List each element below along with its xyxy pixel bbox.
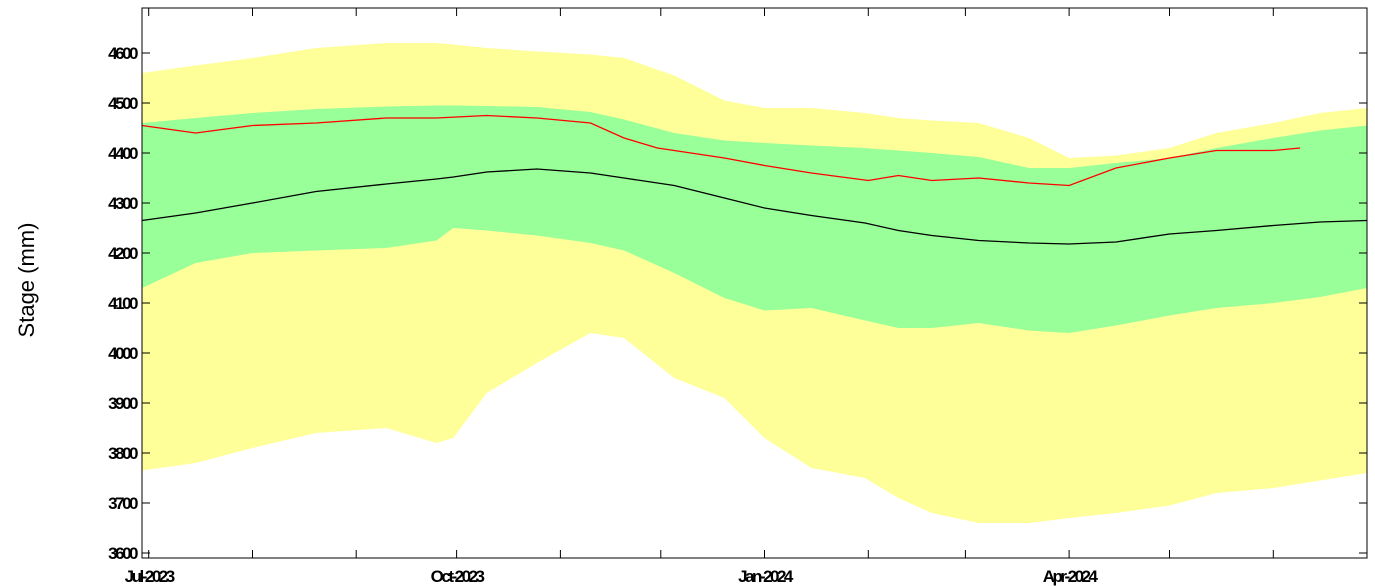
- y-tick-label: 4300: [108, 194, 138, 213]
- x-tick-label: Apr-2024: [1043, 567, 1099, 586]
- y-tick-label: 3800: [108, 444, 138, 463]
- y-tick-label: 3600: [108, 544, 138, 563]
- y-tick-label: 3700: [108, 494, 138, 513]
- plot-frame: [141, 7, 1368, 559]
- y-tick-label: 4000: [108, 344, 138, 363]
- x-axis: Jul-2023 Oct-2023 Jan-2024 Apr-2024: [125, 8, 1274, 586]
- percentile-bands: [142, 43, 1367, 523]
- y-tick-label: 4100: [108, 294, 138, 313]
- y-tick-label: 4400: [108, 144, 138, 163]
- y-tick-label: 4500: [108, 94, 138, 113]
- median-line: [141, 168, 1368, 245]
- x-tick-label: Jan-2024: [738, 567, 794, 586]
- x-tick-label: Oct-2023: [431, 567, 485, 586]
- y-tick-label: 4600: [108, 44, 138, 63]
- y-axis-label: Stage (mm): [14, 223, 39, 338]
- y-axis: 3600 3700 3800 3900 4000 4100 4200 4300 4400 4500…: [108, 44, 1367, 563]
- y-tick-label: 4200: [108, 244, 138, 263]
- current-line: [141, 114, 1301, 187]
- series-lines: [141, 114, 1368, 245]
- inner-band: [142, 105, 1367, 333]
- y-tick-label: 3900: [108, 394, 138, 413]
- x-tick-label: Jul-2023: [125, 567, 175, 586]
